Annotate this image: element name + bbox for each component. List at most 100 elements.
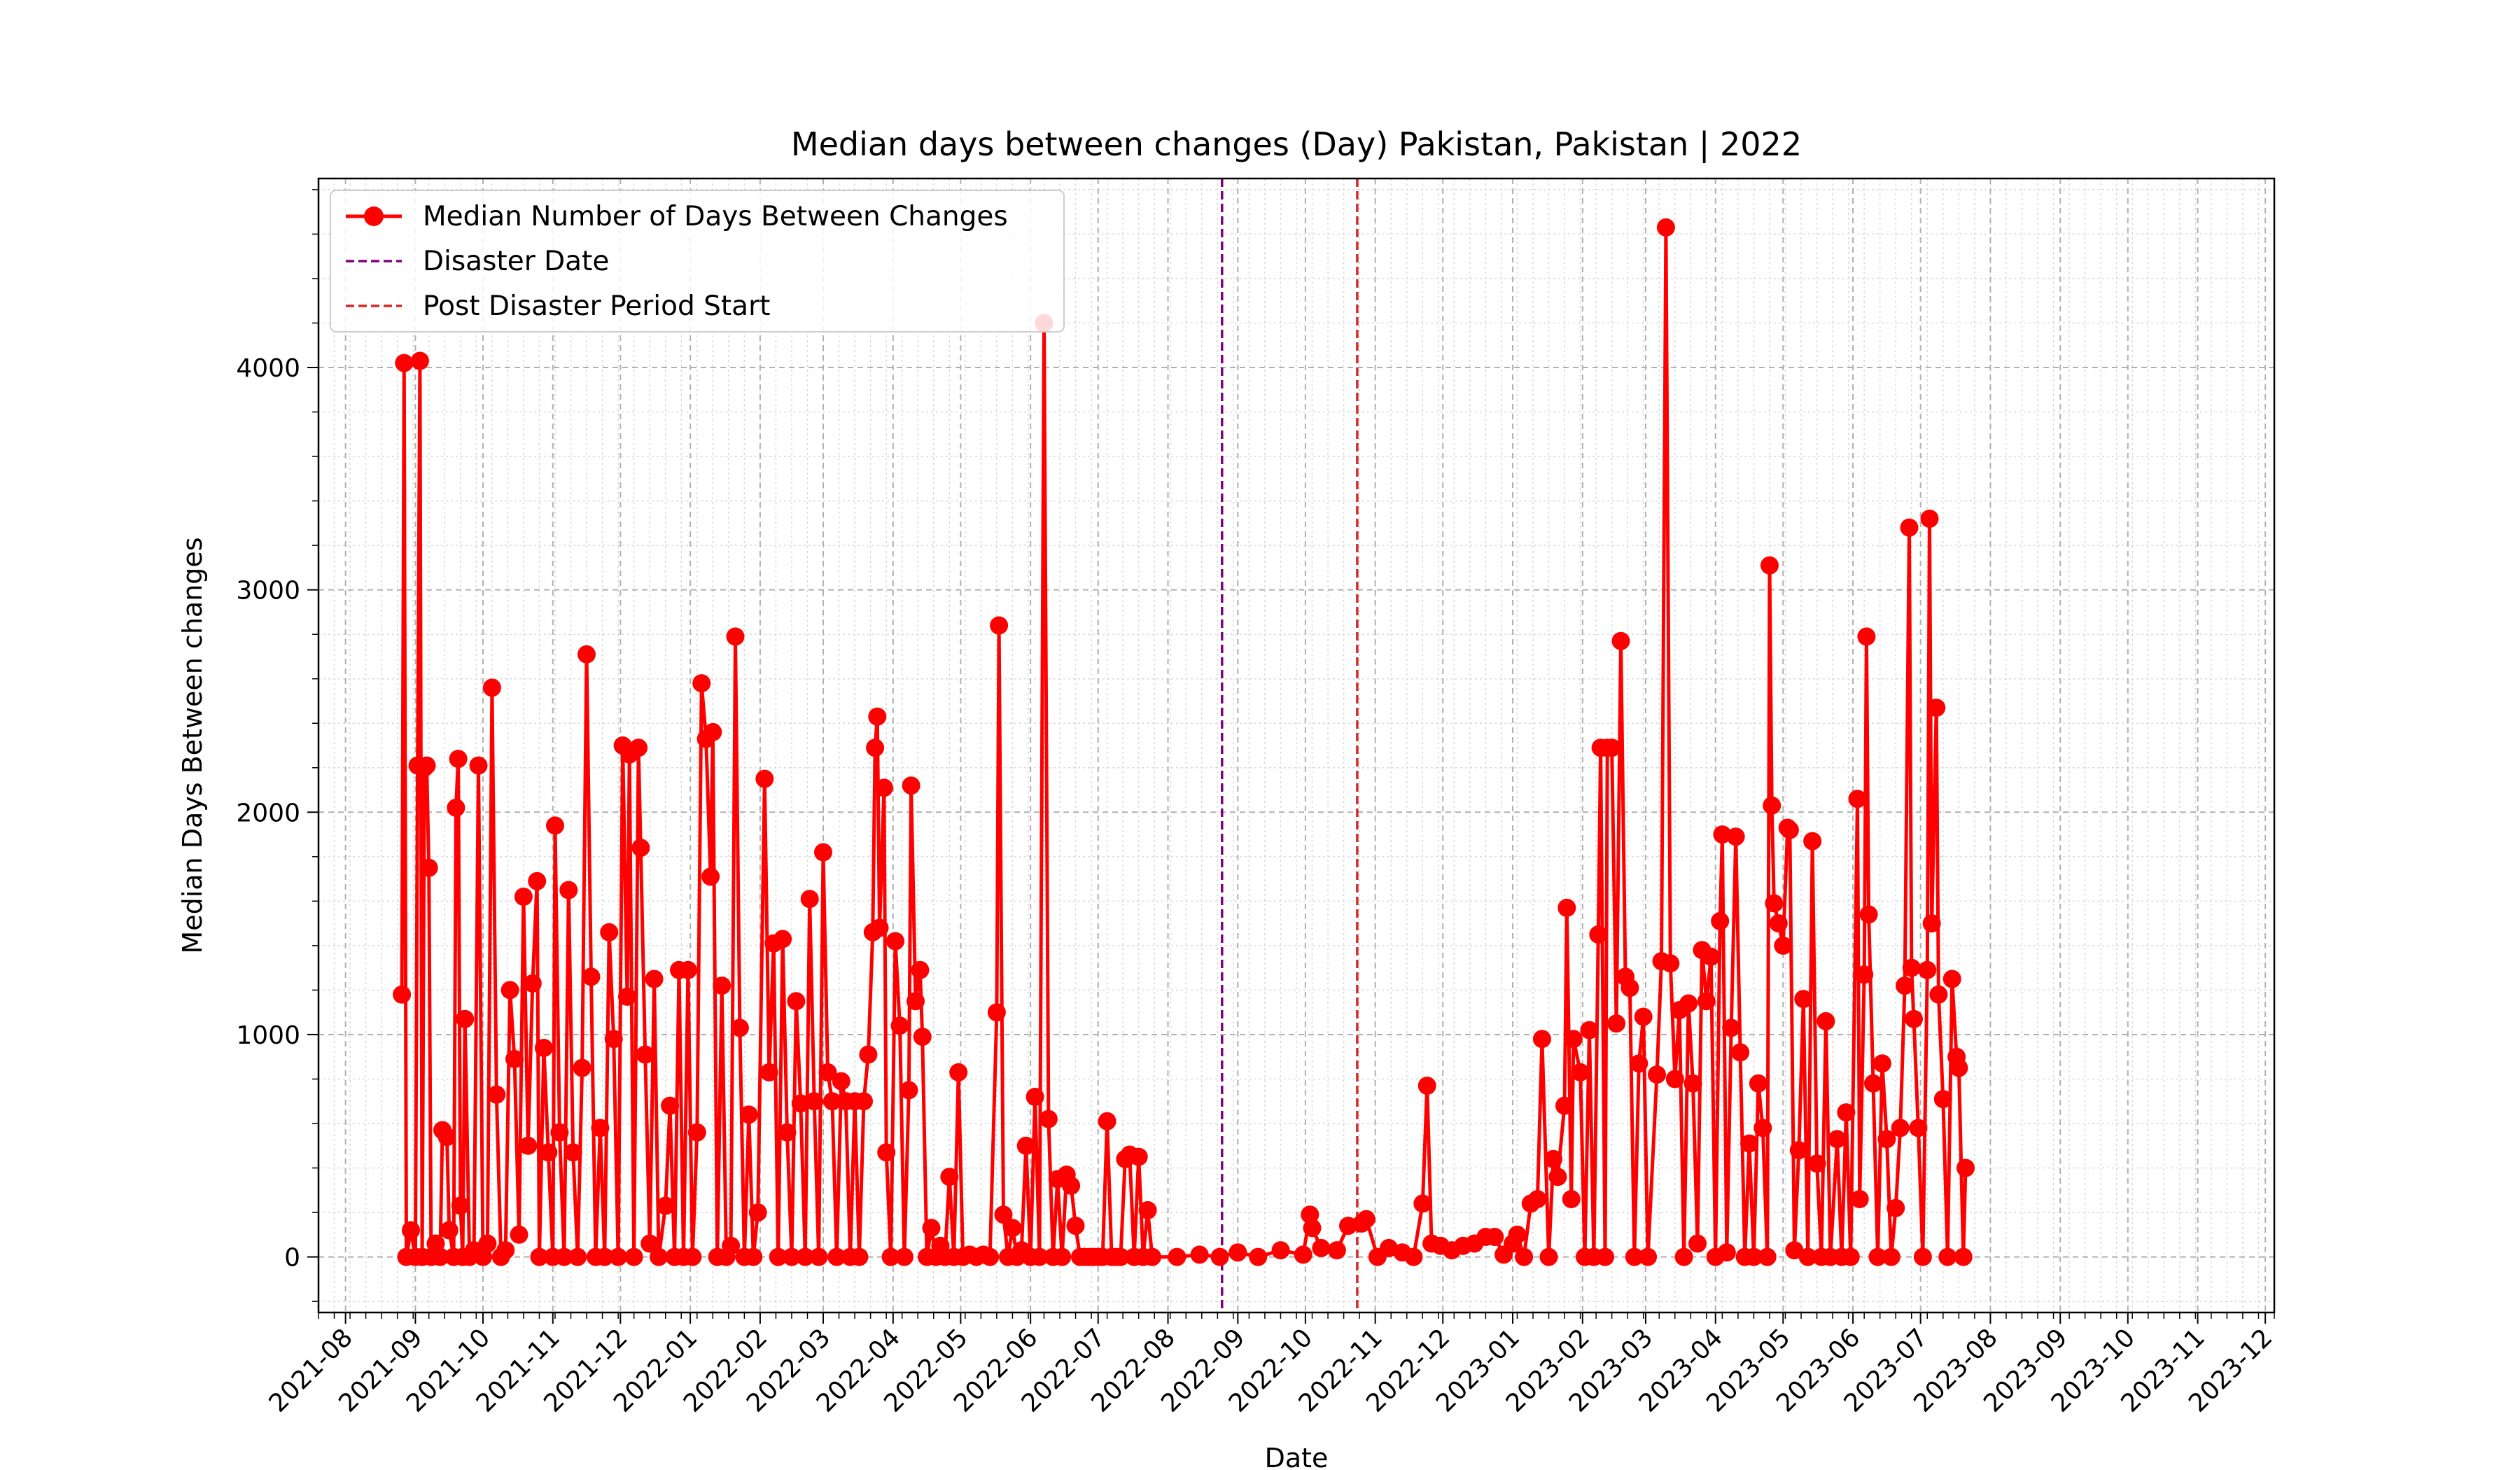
data-point — [550, 1123, 569, 1142]
data-point — [1661, 954, 1680, 973]
data-point — [1763, 796, 1782, 815]
data-point — [1868, 1247, 1887, 1266]
y-tick-label: 3000 — [236, 577, 300, 606]
data-point — [656, 1196, 675, 1215]
data-point — [447, 798, 465, 817]
data-point — [1758, 1247, 1777, 1266]
data-point — [568, 1247, 587, 1266]
data-point — [787, 992, 806, 1011]
data-point — [456, 1009, 475, 1028]
data-point — [1933, 1090, 1952, 1109]
data-point — [1713, 825, 1732, 844]
data-point — [859, 1045, 878, 1064]
data-point — [1816, 1011, 1835, 1030]
data-point — [1026, 1087, 1044, 1106]
data-point — [1722, 1018, 1741, 1037]
data-point — [539, 1143, 558, 1162]
data-point — [744, 1247, 763, 1266]
data-point — [1066, 1217, 1085, 1236]
data-point — [1717, 1243, 1736, 1262]
data-point — [1404, 1247, 1423, 1266]
data-point — [895, 1247, 913, 1266]
data-point — [1016, 1136, 1035, 1155]
data-point — [573, 1058, 592, 1077]
data-point — [1900, 518, 1919, 537]
data-point — [1749, 1074, 1768, 1093]
data-point — [855, 1092, 873, 1111]
data-point — [640, 1234, 659, 1253]
data-point — [1774, 936, 1793, 955]
data-point — [618, 987, 636, 1006]
data-point — [1798, 1247, 1817, 1266]
data-point — [1711, 911, 1730, 930]
data-point — [1620, 979, 1639, 997]
data-point — [1625, 1247, 1644, 1266]
data-point — [469, 756, 488, 775]
data-point — [1794, 990, 1813, 1009]
data-point — [778, 1123, 797, 1142]
data-point — [1003, 1219, 1022, 1238]
data-point — [1803, 832, 1822, 850]
data-point — [1301, 1205, 1320, 1224]
data-point — [410, 351, 429, 370]
data-point — [1754, 1119, 1772, 1138]
data-point — [713, 976, 732, 995]
data-point — [478, 1234, 497, 1253]
reference-lines — [1221, 178, 1359, 1312]
data-point — [528, 872, 547, 890]
data-point — [419, 858, 438, 877]
data-point — [546, 816, 564, 835]
data-point — [1837, 1103, 1856, 1122]
data-point — [1555, 1096, 1574, 1115]
data-point — [534, 1039, 553, 1057]
x-axis-title: Date — [1265, 1443, 1329, 1470]
data-point — [866, 738, 885, 757]
data-point — [881, 1247, 900, 1266]
data-point — [1580, 1021, 1599, 1040]
data-point — [1596, 1247, 1614, 1266]
data-point — [1929, 985, 1948, 1004]
data-point — [1674, 1247, 1693, 1266]
data-point — [564, 1143, 582, 1162]
data-point — [629, 738, 648, 757]
data-point — [987, 1003, 1006, 1022]
data-point — [1485, 1228, 1504, 1246]
data-point — [393, 985, 412, 1004]
data-point — [1039, 1110, 1058, 1128]
data-point — [1841, 1247, 1860, 1266]
data-point — [1168, 1247, 1186, 1266]
data-point — [1909, 1119, 1928, 1138]
data-point — [981, 1247, 1000, 1266]
data-point — [1271, 1241, 1290, 1260]
data-point — [609, 1247, 628, 1266]
data-point — [1855, 965, 1874, 984]
data-point — [449, 750, 468, 769]
y-tick-label: 4000 — [236, 354, 300, 383]
data-point — [874, 778, 893, 797]
data-point — [1949, 1058, 1968, 1077]
data-point — [1896, 976, 1914, 995]
data-point — [1413, 1194, 1432, 1213]
data-point — [913, 1028, 932, 1046]
data-point — [1532, 1030, 1551, 1049]
data-point — [1562, 1190, 1581, 1208]
data-point — [760, 1063, 778, 1082]
legend-label-post-disaster: Post Disaster Period Start — [423, 290, 770, 322]
data-point — [1098, 1112, 1116, 1130]
data-point — [769, 1247, 788, 1266]
data-point — [1249, 1247, 1268, 1266]
data-point — [1648, 1065, 1666, 1084]
data-point — [1688, 1234, 1707, 1253]
data-point — [1891, 1119, 1910, 1138]
legend-marker-series — [364, 206, 384, 226]
legend-label-series: Median Number of Days Between Changes — [423, 201, 1008, 232]
data-point — [692, 674, 711, 693]
data-point — [1740, 1134, 1758, 1153]
data-point — [1913, 1247, 1932, 1266]
data-point — [1702, 947, 1721, 966]
data-point — [827, 1247, 846, 1266]
data-point — [559, 881, 578, 899]
data-point — [1807, 1154, 1826, 1173]
data-point — [595, 1247, 614, 1266]
y-tick-label: 2000 — [236, 799, 300, 827]
